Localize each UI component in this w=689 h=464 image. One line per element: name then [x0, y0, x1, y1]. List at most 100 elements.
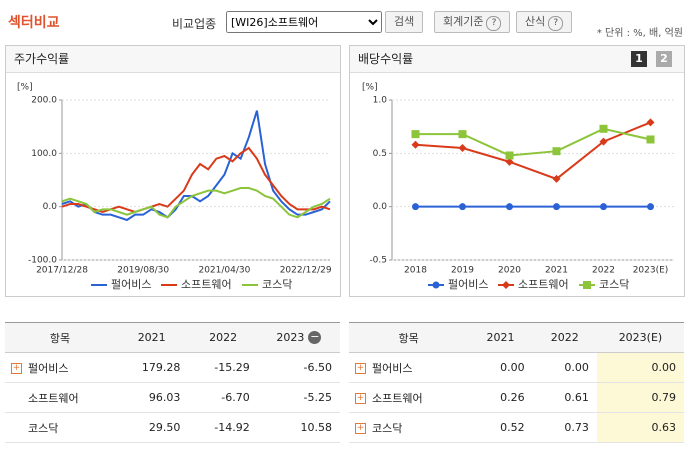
- table: 항목 2021 2022 2023− + 펄어비스 179.28 -15.29 -6.50 소…: [5, 322, 340, 443]
- y-tick-label: 200.0: [31, 96, 57, 106]
- cell: 0.79: [596, 382, 684, 413]
- panel-title: 주가수익률: [6, 46, 340, 73]
- panel: 배당수익률 1 2: [349, 45, 685, 297]
- chart: [%] -0.5 0.0 0.5 1.0 2018 2019 2020 2021 2022 2023…: [362, 83, 674, 291]
- label-text: 코스닥: [28, 421, 59, 435]
- marker: [599, 124, 608, 133]
- row: 소프트웨어 96.03 -6.70 -5.25: [5, 382, 340, 413]
- marker: [458, 144, 467, 152]
- series-line: [61, 110, 331, 222]
- marker: [506, 203, 513, 211]
- header-cell: 2021: [114, 322, 189, 353]
- marker: [600, 203, 607, 211]
- cell: 0.61: [532, 382, 597, 413]
- label-text: 소프트웨어: [28, 391, 79, 405]
- marker: [458, 130, 467, 139]
- header-cell: 2023−: [257, 322, 340, 353]
- label-text: 펄어비스: [372, 361, 413, 375]
- header-cell: 2023(E): [596, 322, 684, 353]
- x-tick-label: 2022: [592, 266, 615, 276]
- button-text: 산식: [525, 15, 546, 28]
- button-text: 회계기준: [443, 15, 484, 28]
- row-label: 코스닥: [5, 412, 115, 443]
- cell: 10.58: [257, 412, 340, 443]
- marker: [412, 203, 419, 211]
- header-text: 2023: [276, 330, 305, 344]
- accounting-button[interactable]: 회계기준?: [434, 11, 511, 33]
- panel-title: 배당수익률: [350, 46, 684, 73]
- cell: 0.00: [532, 352, 597, 383]
- y-tick-label: 1.0: [373, 96, 388, 106]
- header-cell: 2021: [468, 322, 533, 353]
- marker: [599, 137, 608, 146]
- legend-marker: [432, 281, 440, 289]
- tab[interactable]: 1: [631, 51, 647, 67]
- expand-icon[interactable]: +: [355, 393, 366, 404]
- compare-label: 비교업종: [172, 17, 217, 31]
- row-label: + 소프트웨어: [349, 382, 469, 413]
- marker: [552, 147, 561, 156]
- x-tick-label: 2017/12/28: [36, 266, 88, 276]
- header-row: 항목 2021 2022 2023−: [5, 322, 340, 353]
- cell: 0.63: [596, 412, 684, 443]
- y-tick-label: -100.0: [28, 256, 57, 266]
- marker: [552, 174, 561, 183]
- cell: 29.50: [114, 412, 189, 443]
- legend-label: 코스닥: [262, 278, 292, 291]
- expand-icon[interactable]: +: [11, 363, 22, 374]
- y-tick-label: 0.5: [373, 149, 387, 159]
- row-label: + 펄어비스: [349, 352, 469, 383]
- x-tick-label: 2018: [404, 266, 427, 276]
- header-cell: 항목: [5, 322, 115, 353]
- series-line: [415, 127, 651, 157]
- header-cell: 2022: [532, 322, 597, 353]
- expand-icon[interactable]: +: [355, 363, 366, 374]
- label-text: 펄어비스: [28, 361, 69, 375]
- unit-label: [%]: [362, 83, 378, 93]
- cell: -6.70: [188, 382, 258, 413]
- cell: 0.73: [532, 412, 597, 443]
- cell: 0.00: [468, 352, 533, 383]
- expand-icon[interactable]: +: [355, 423, 366, 434]
- table: 항목 2021 2022 2023(E) + 펄어비스 0.00 0.00 0.00 + 소프트…: [349, 322, 684, 443]
- unit-label: [%]: [17, 83, 33, 93]
- cell: 96.03: [114, 382, 189, 413]
- legend-label: 펄어비스: [448, 278, 488, 291]
- y-tick-label: 0.0: [43, 202, 58, 212]
- marker: [459, 203, 466, 211]
- tab[interactable]: 2: [656, 51, 672, 67]
- cell: 0.26: [468, 382, 533, 413]
- row: + 펄어비스 0.00 0.00 0.00: [349, 352, 684, 383]
- marker: [505, 151, 514, 160]
- row-label: + 펄어비스: [5, 352, 115, 383]
- header-cell: 2022: [188, 322, 258, 353]
- search-button[interactable]: 검색: [385, 11, 424, 33]
- row: + 소프트웨어 0.26 0.61 0.79: [349, 382, 684, 413]
- row: + 코스닥 0.52 0.73 0.63: [349, 412, 684, 443]
- legend-marker: [502, 281, 510, 289]
- x-tick-label: 2021: [545, 266, 568, 276]
- x-tick-label: 2023(E): [633, 266, 669, 276]
- sector-select[interactable]: [WI26]소프트웨어: [226, 11, 382, 33]
- header-cell: 항목: [349, 322, 469, 353]
- row: + 펄어비스 179.28 -15.29 -6.50: [5, 352, 340, 383]
- x-tick-label: 2021/04/30: [198, 266, 250, 276]
- label-text: 소프트웨어: [372, 391, 423, 405]
- collapse-icon[interactable]: −: [308, 330, 322, 345]
- marker: [646, 118, 655, 127]
- x-tick-label: 2019: [451, 266, 474, 276]
- header-row: 항목 2021 2022 2023(E): [349, 322, 684, 353]
- help-icon: ?: [486, 16, 502, 31]
- unit-note: * 단위 : %, 배, 억원: [596, 28, 683, 39]
- cell: -5.25: [257, 382, 340, 413]
- help-icon: ?: [548, 16, 564, 31]
- formula-button[interactable]: 산식?: [516, 11, 573, 33]
- y-tick-label: 100.0: [31, 149, 57, 159]
- marker: [646, 135, 655, 144]
- legend-label: 펄어비스: [111, 278, 151, 291]
- cell: 0.52: [468, 412, 533, 443]
- marker: [411, 140, 420, 149]
- y-tick-label: -0.5: [369, 256, 387, 266]
- legend-label: 소프트웨어: [181, 278, 232, 291]
- x-tick-label: 2020: [498, 266, 521, 276]
